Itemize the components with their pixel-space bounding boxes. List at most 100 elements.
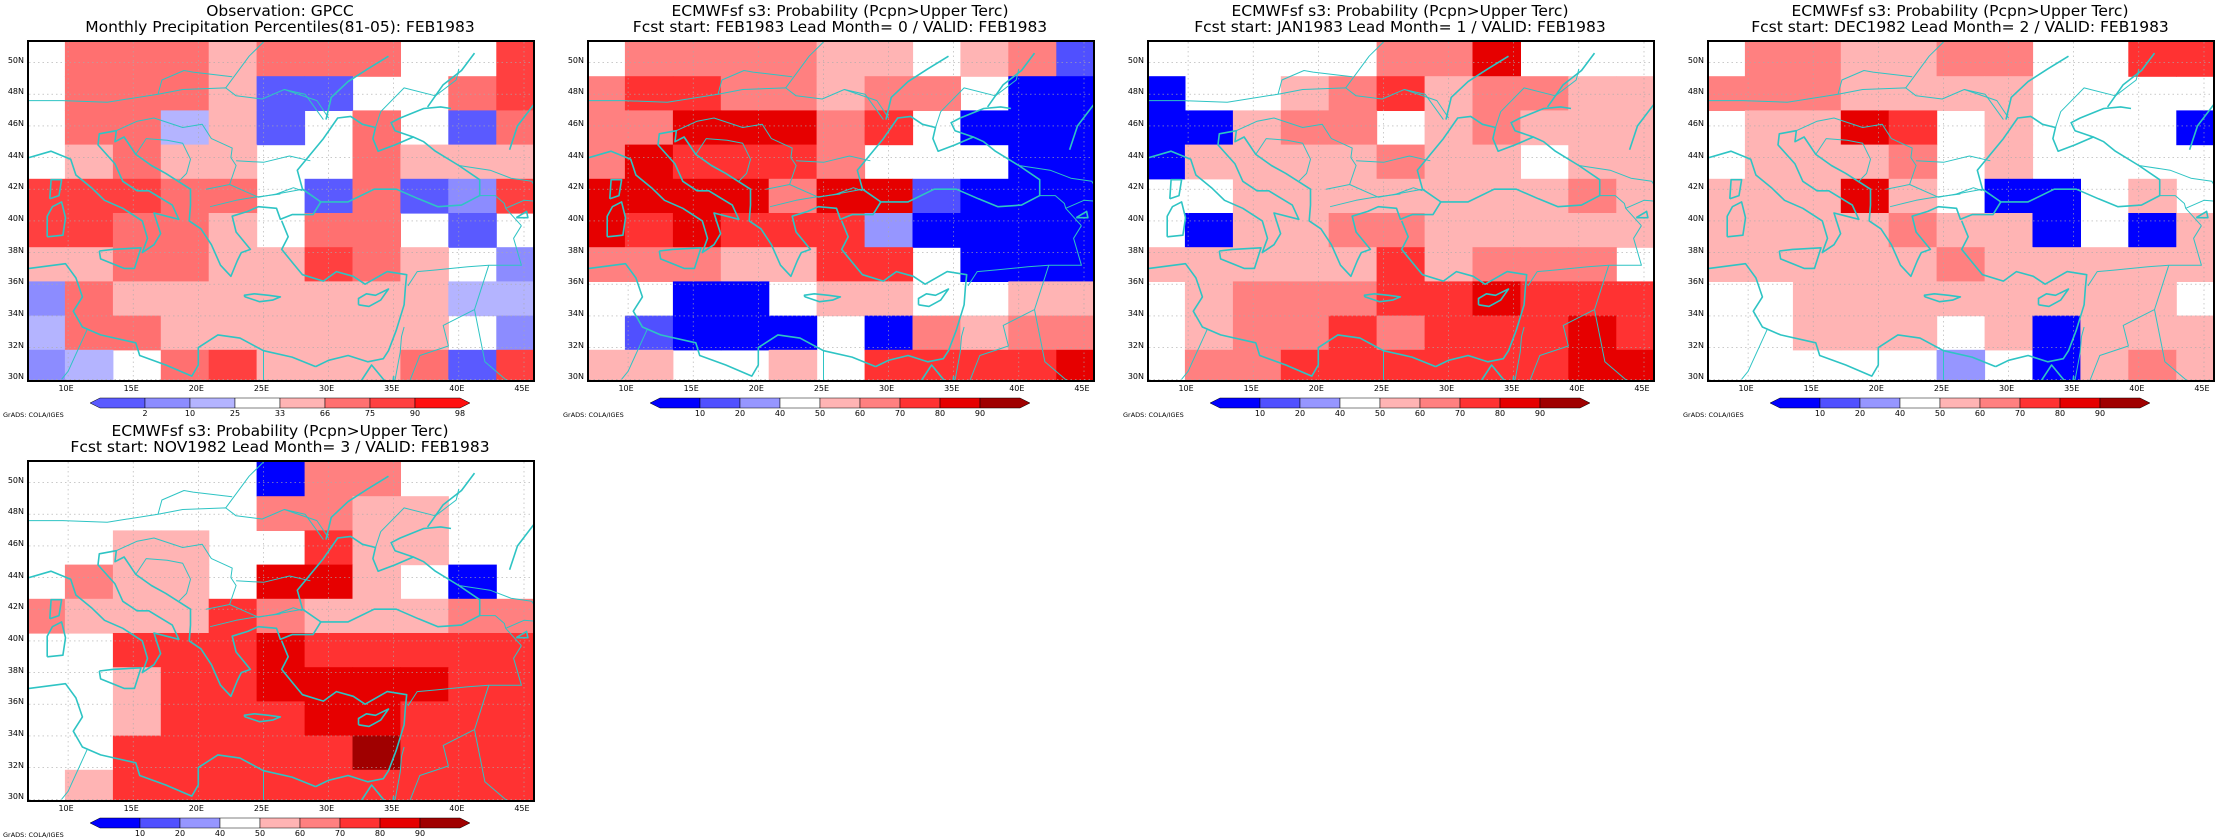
coastline: [98, 667, 142, 690]
lat-label: 38N: [7, 245, 24, 255]
grid-cell: [208, 178, 258, 214]
grid-cell: [1472, 42, 1521, 77]
grid-cell: [1709, 76, 1746, 111]
lon-label: 10E: [58, 384, 74, 393]
coastline: [1218, 247, 1262, 270]
lat-label: 38N: [7, 665, 24, 675]
grid-cell: [208, 349, 258, 380]
country-border: [2138, 165, 2213, 209]
country-border: [1495, 68, 1580, 128]
grid-cell: [400, 769, 449, 800]
country-border: [479, 195, 522, 227]
lon-label: 40E: [2129, 384, 2145, 393]
grid-cell: [624, 144, 674, 180]
coastline: [917, 288, 950, 308]
grid-cell: [496, 701, 533, 737]
grid-cell: [352, 564, 401, 600]
grid-cell: [589, 349, 626, 380]
grid-cell: [2128, 213, 2177, 248]
lon-label: 20E: [1308, 384, 1324, 393]
coastline: [1445, 55, 1509, 120]
panel-subtitle: Monthly Precipitation Percentiles(81-05)…: [85, 18, 475, 36]
coastline: [2037, 288, 2070, 308]
map-frame: [1147, 40, 1655, 382]
lat-label: 40N: [7, 213, 24, 223]
grid-cell: [2128, 178, 2177, 214]
colorbar: [90, 397, 470, 409]
country-border: [1356, 155, 1431, 163]
country-border: [1527, 225, 1642, 287]
lon-label: 25E: [1933, 384, 1950, 393]
panel-title: Observation: GPCC: [206, 2, 354, 20]
lat-label: 38N: [1127, 245, 1144, 255]
grid-cell: [208, 247, 258, 282]
grid-cell: [1744, 76, 1794, 111]
lat-label: 44N: [567, 150, 584, 160]
colorbar-segment: [1939, 397, 1981, 409]
country-border: [1255, 138, 1311, 182]
grid-cell: [112, 769, 162, 800]
coastline: [29, 682, 316, 797]
coastline: [589, 129, 882, 278]
country-border: [935, 68, 1020, 128]
grid-cell: [112, 144, 162, 180]
grid-cell: [208, 667, 258, 702]
grid-cell: [1616, 349, 1653, 380]
grid-cell: [160, 735, 210, 771]
colorbar-label: 80: [2054, 409, 2066, 418]
grid-cell: [1232, 349, 1282, 380]
grid-cell: [64, 349, 114, 380]
colorbar-segment: [189, 397, 236, 409]
panel-title: ECMWFsf s3: Probability (Pcpn>Upper Terc…: [1231, 2, 1569, 20]
grid-cell: [1744, 110, 1794, 146]
colorbar-segment: [369, 397, 416, 409]
grid-cell: [400, 667, 449, 702]
lon-label: 15E: [1243, 384, 1259, 393]
grid-cell: [160, 530, 210, 566]
country-border: [1905, 42, 1944, 89]
map-canvas: [29, 462, 533, 800]
grid-cell: [400, 281, 449, 317]
grid-cell: [29, 178, 66, 214]
grid-cell: [1472, 349, 1521, 380]
country-border: [2055, 68, 2140, 128]
lat-label: 34N: [567, 308, 584, 318]
colorbar-segment: [339, 817, 381, 829]
coastline: [803, 293, 842, 303]
coastline: [609, 178, 623, 200]
lat-label: 48N: [1127, 87, 1144, 97]
grid-cell: [304, 564, 354, 600]
colorbar-segment: [414, 397, 470, 409]
grid-cell: [256, 281, 306, 317]
colorbar-segment: [1979, 397, 2021, 409]
map-canvas: [29, 42, 533, 380]
country-border: [1181, 328, 1209, 380]
coastline: [1169, 178, 1183, 200]
grid-cell: [112, 178, 162, 214]
grid-cell: [1184, 315, 1234, 351]
country-border: [621, 328, 649, 380]
coastline: [1480, 364, 1515, 380]
country-border: [1916, 155, 1991, 163]
grid-cell: [1232, 144, 1282, 180]
grid-cell: [1149, 144, 1186, 180]
grid-cell: [208, 42, 258, 77]
grid-cell: [1616, 213, 1653, 248]
colorbar-label: 33: [274, 409, 286, 418]
grid-cell: [496, 349, 533, 380]
grads-credit: GrADS: COLA/IGES: [563, 411, 624, 419]
grid-cell: [400, 701, 449, 737]
grid-cell: [64, 598, 114, 634]
colorbar-label: 2: [142, 409, 148, 418]
grid-cell: [1888, 110, 1938, 146]
grid-cell: [1744, 144, 1794, 180]
country-border: [1236, 117, 1357, 190]
lon-label: 45E: [2194, 384, 2210, 393]
lat-label: 38N: [567, 245, 584, 255]
grads-credit: GrADS: COLA/IGES: [3, 411, 64, 419]
country-border: [225, 462, 264, 509]
grid-cell: [1568, 247, 1617, 282]
country-border: [135, 558, 191, 602]
grid-cell: [352, 144, 401, 180]
grid-cell: [1792, 42, 1842, 77]
